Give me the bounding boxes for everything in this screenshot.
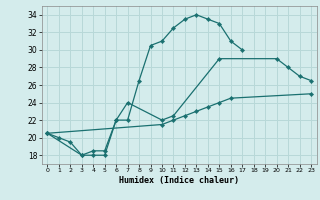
X-axis label: Humidex (Indice chaleur): Humidex (Indice chaleur) <box>119 176 239 185</box>
